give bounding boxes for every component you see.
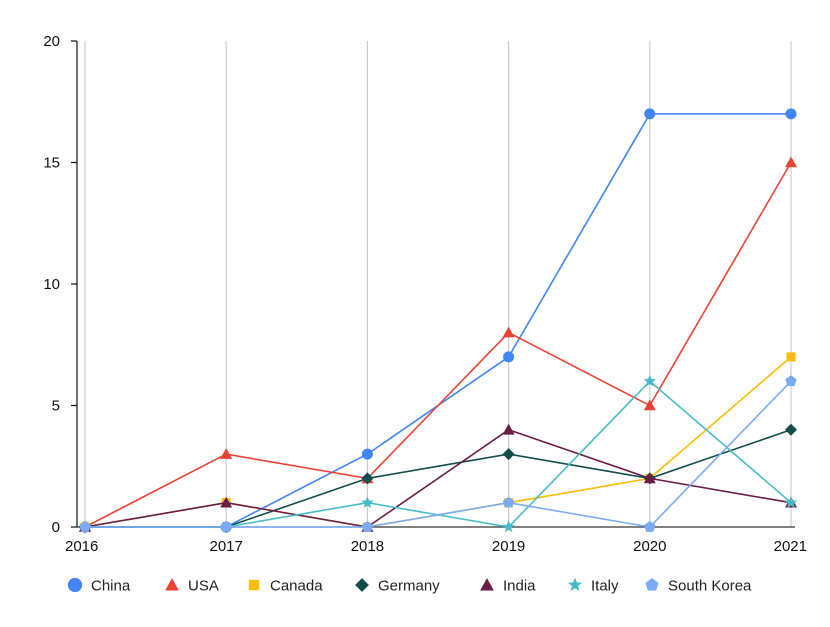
- legend-item-usa[interactable]: USA: [165, 578, 219, 595]
- legend-marker-china: [67, 577, 83, 593]
- data-point-south-korea: [361, 521, 374, 532]
- legend-label-china: China: [91, 578, 131, 595]
- data-point-china: [503, 351, 515, 363]
- legend-marker-germany: [355, 578, 369, 592]
- legend-label-germany: Germany: [378, 578, 440, 595]
- data-point-germany: [502, 448, 515, 461]
- data-point-south-korea: [644, 521, 656, 532]
- data-point-italy: [784, 496, 798, 508]
- data-point-india: [220, 496, 233, 508]
- legend-label-canada: Canada: [270, 578, 323, 595]
- x-tick-label: 2021: [774, 538, 807, 555]
- data-point-usa: [785, 156, 797, 168]
- series-line-canada: [84, 356, 792, 528]
- data-point-south-korea: [785, 375, 797, 387]
- y-tick-label: 5: [52, 398, 60, 415]
- legend-label-south-korea: South Korea: [668, 578, 752, 595]
- data-point-germany: [785, 423, 797, 436]
- data-point-germany: [361, 472, 374, 485]
- data-point-canada: [786, 352, 796, 362]
- series-line-china: [85, 113, 791, 528]
- data-point-usa: [643, 399, 656, 411]
- x-tick-label: 2018: [351, 538, 384, 555]
- y-tick-label: 15: [43, 155, 60, 172]
- series-south-korea: [79, 375, 797, 532]
- data-point-south-korea: [220, 521, 232, 532]
- legend-label-india: India: [503, 578, 536, 595]
- legend-marker-india: [480, 578, 494, 591]
- series-canada: [80, 352, 796, 532]
- data-point-india: [502, 423, 515, 435]
- x-tick-label: 2017: [210, 538, 243, 555]
- series-italy: [78, 374, 798, 533]
- data-point-italy: [502, 520, 515, 533]
- x-tick-label: 2020: [633, 538, 666, 555]
- grid-lines: [84, 41, 792, 527]
- tick-labels: 0 5 10 15 20 2016 2017 2018 2019 2020 2021: [43, 33, 807, 555]
- legend[interactable]: China USA Canada Germany India Italy South Kor…: [67, 577, 752, 595]
- legend-item-south-korea[interactable]: South Korea: [645, 578, 752, 595]
- x-tick-label: 2019: [492, 538, 525, 555]
- data-point-south-korea: [502, 496, 515, 508]
- legend-label-italy: Italy: [591, 578, 619, 595]
- data-point-india: [643, 472, 656, 484]
- series-china: [79, 108, 797, 533]
- legend-label-usa: USA: [188, 578, 219, 595]
- y-tick-label: 20: [43, 33, 60, 50]
- y-tick-label: 10: [43, 276, 60, 293]
- data-point-china: [785, 108, 797, 120]
- series-line-usa: [84, 162, 792, 528]
- legend-item-canada[interactable]: Canada: [248, 578, 323, 595]
- data-point-south-korea: [79, 521, 91, 532]
- series-line-south-korea: [85, 380, 792, 528]
- plot-area: [78, 108, 798, 533]
- legend-item-italy[interactable]: Italy: [567, 577, 619, 595]
- data-point-usa: [502, 326, 515, 338]
- legend-item-india[interactable]: India: [480, 578, 536, 595]
- data-point-china: [361, 448, 373, 460]
- legend-item-china[interactable]: China: [67, 577, 131, 595]
- data-point-china: [644, 108, 656, 120]
- y-tick-label: 0: [52, 519, 60, 536]
- legend-marker-italy: [567, 577, 583, 592]
- series-line-india: [84, 428, 792, 528]
- legend-item-germany[interactable]: Germany: [355, 578, 440, 595]
- x-tick-label: 2016: [65, 538, 98, 555]
- data-point-italy: [361, 496, 374, 508]
- legend-marker-south-korea: [645, 578, 659, 591]
- data-point-italy: [643, 374, 656, 387]
- legend-marker-usa: [165, 578, 179, 591]
- series-line-italy: [85, 380, 792, 528]
- series-usa: [79, 156, 797, 532]
- legend-marker-canada: [248, 579, 260, 591]
- data-point-usa: [220, 448, 233, 459]
